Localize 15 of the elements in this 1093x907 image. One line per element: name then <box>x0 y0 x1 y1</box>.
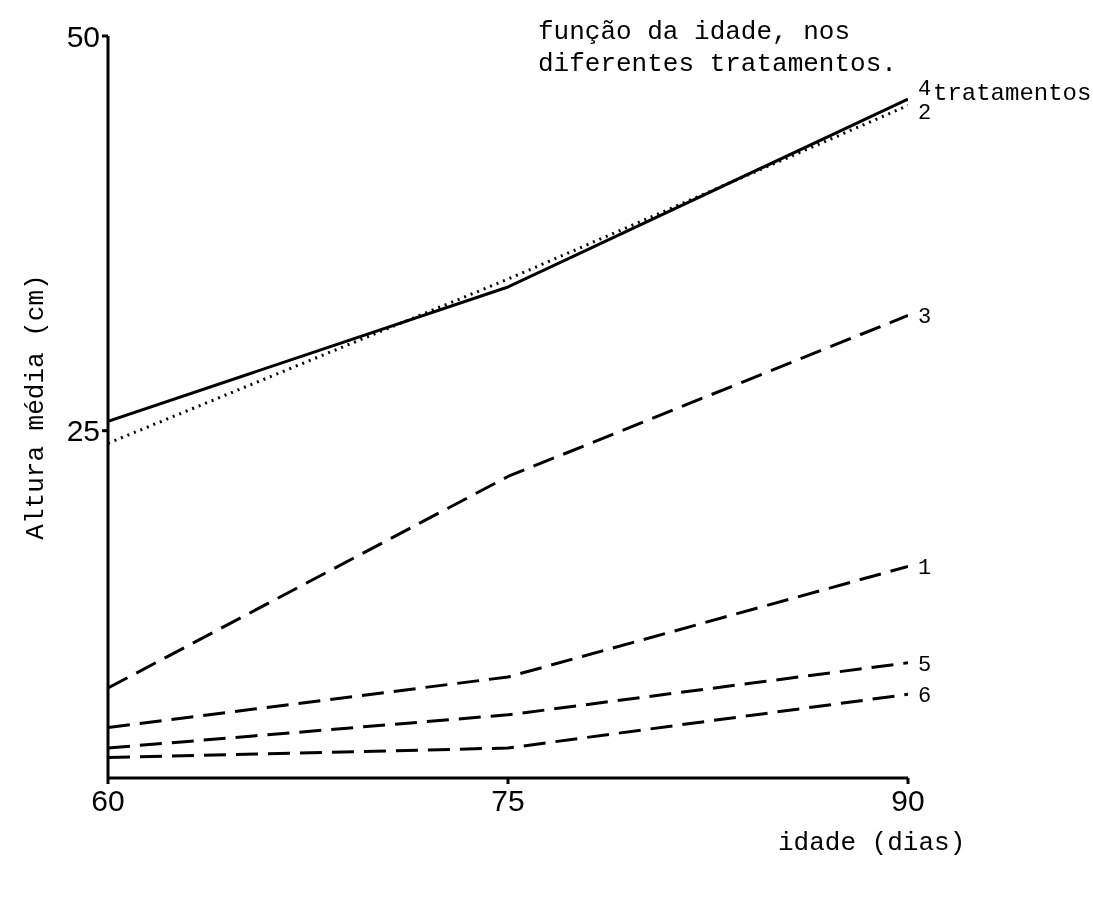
y-axis-title: Altura média (cm) <box>21 274 51 540</box>
y-tick-label: 25 <box>66 414 100 448</box>
series-label: 4 <box>918 77 932 103</box>
series-label: 2 <box>918 101 932 127</box>
chart-title: função da idade, nos diferentes tratamentos. <box>538 17 897 79</box>
series-label: 3 <box>918 305 932 331</box>
series-label: 6 <box>918 684 932 710</box>
series-label: 1 <box>918 556 932 582</box>
series-label: 5 <box>918 652 932 678</box>
x-tick-label: 90 <box>891 784 925 818</box>
x-tick-label: 60 <box>91 784 125 818</box>
x-axis-title: idade (dias) <box>778 828 966 858</box>
x-tick-label: 75 <box>491 784 525 818</box>
text: tratamentos <box>933 80 1092 107</box>
y-tick-label: 50 <box>66 19 100 53</box>
